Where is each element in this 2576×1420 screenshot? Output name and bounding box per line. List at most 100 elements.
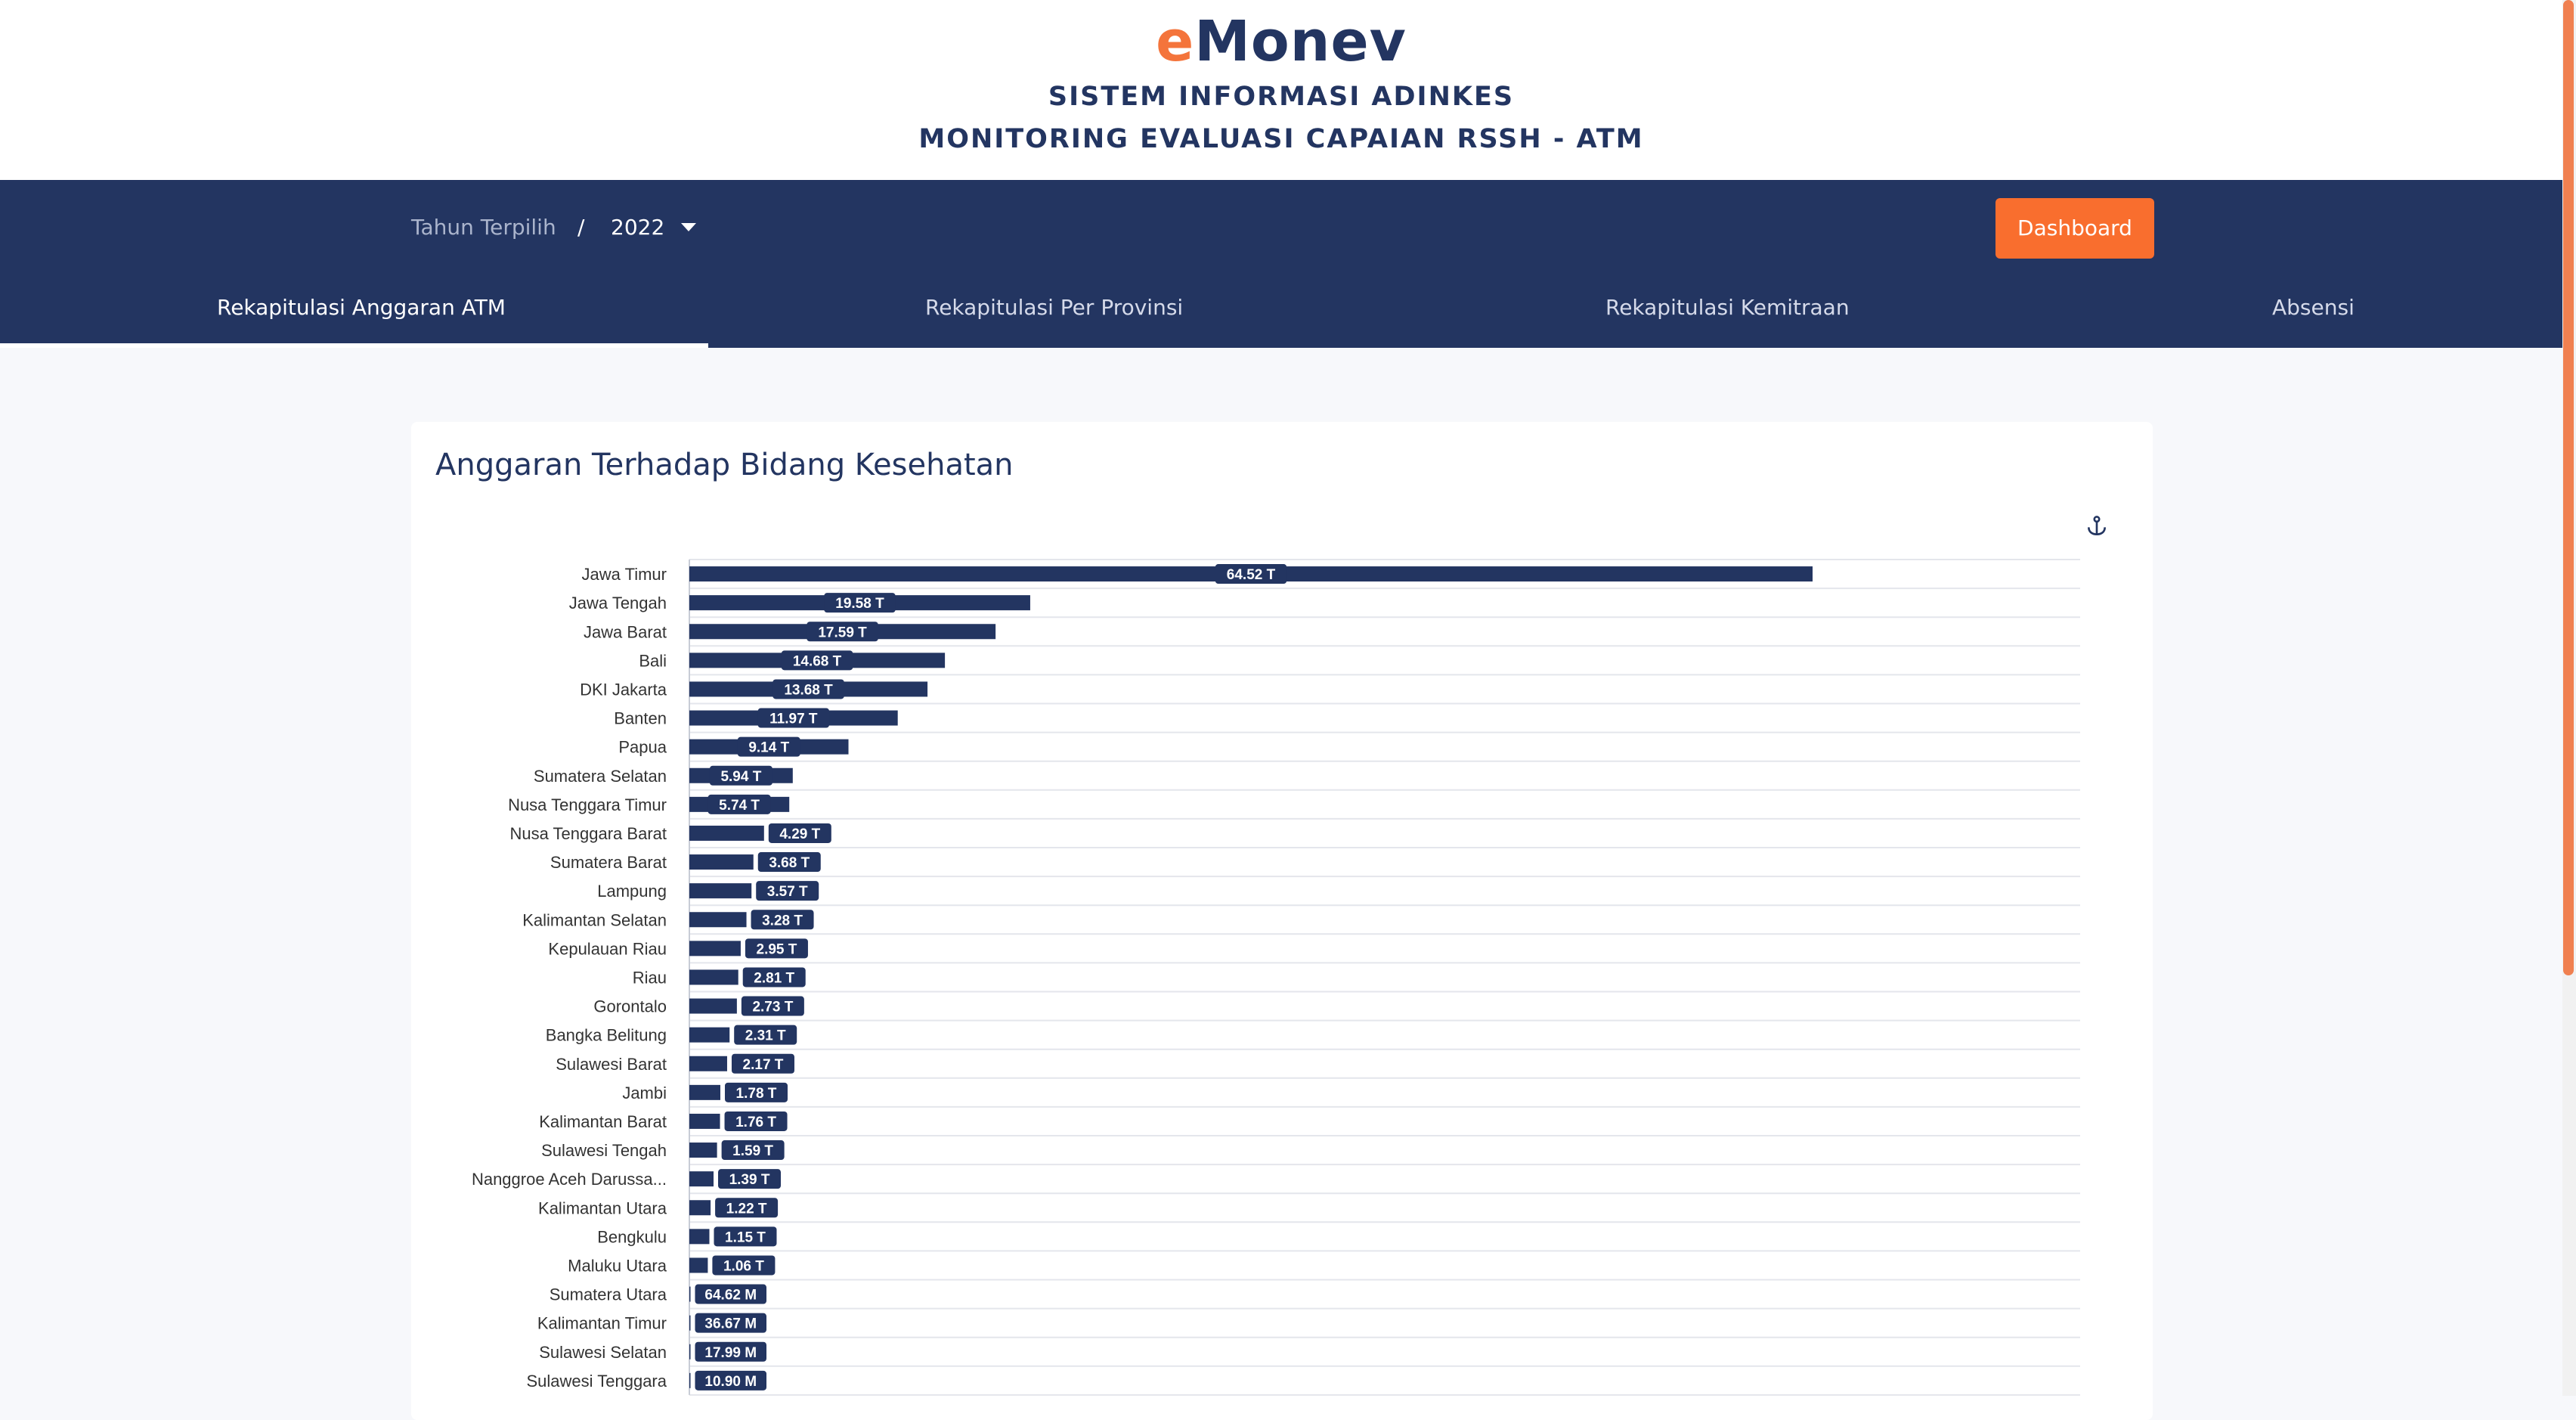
category-label: Kalimantan Selatan <box>522 910 667 929</box>
category-label: Sulawesi Tengah <box>541 1141 667 1160</box>
active-tab-indicator <box>0 343 708 348</box>
app-subtitle: SISTEM INFORMASI ADINKES <box>1048 82 1515 112</box>
data-label-bg <box>756 881 819 901</box>
data-label-bg <box>695 1284 766 1304</box>
data-label: 2.73 T <box>752 1000 793 1015</box>
data-label: 2.95 T <box>757 941 797 957</box>
bar <box>689 1344 691 1360</box>
dashboard-button[interactable]: Dashboard <box>1995 198 2154 259</box>
data-label: 17.59 T <box>818 625 867 640</box>
data-label: 19.58 T <box>835 596 884 612</box>
data-label: 4.29 T <box>779 826 820 842</box>
data-label: 3.28 T <box>762 913 803 929</box>
data-label: 14.68 T <box>793 653 842 669</box>
scrollbar-thumb[interactable] <box>2563 0 2574 975</box>
category-label: Maluku Utara <box>568 1256 667 1275</box>
category-label: Kepulauan Riau <box>548 939 667 958</box>
data-label-bg <box>707 794 771 814</box>
bar <box>689 941 741 956</box>
tab-rekapitulasi-anggaran-atm[interactable]: Rekapitulasi Anggaran ATM <box>217 295 506 320</box>
category-label: Kalimantan Barat <box>539 1112 667 1131</box>
data-label: 1.39 T <box>729 1172 770 1188</box>
category-label: Bengkulu <box>597 1227 667 1246</box>
data-label: 9.14 T <box>748 740 789 756</box>
bar <box>689 825 764 841</box>
data-label: 3.68 T <box>769 855 810 871</box>
bar <box>689 1056 727 1071</box>
data-label: 5.74 T <box>719 798 760 814</box>
bar <box>689 1200 711 1216</box>
data-label-bg <box>807 622 878 642</box>
bar <box>689 912 747 928</box>
data-label-bg <box>731 1053 794 1074</box>
category-label: Jawa Barat <box>584 622 667 641</box>
year-select[interactable]: 2022 <box>611 215 697 240</box>
data-label: 17.99 M <box>704 1345 757 1361</box>
category-label: Sumatera Barat <box>550 853 667 872</box>
data-label-bg <box>724 1111 788 1131</box>
data-label: 64.52 T <box>1227 567 1276 583</box>
bar <box>689 998 737 1014</box>
data-label: 11.97 T <box>769 712 818 727</box>
bar <box>689 883 752 899</box>
data-label-bg <box>757 852 821 873</box>
year-separator: / <box>577 215 585 240</box>
data-label-bg <box>757 708 830 728</box>
category-label: Sulawesi Tenggara <box>527 1372 667 1391</box>
data-label-bg <box>772 679 844 699</box>
data-label: 2.81 T <box>754 970 794 986</box>
tab-absensi[interactable]: Absensi <box>2272 295 2355 320</box>
data-label-bg <box>712 1255 776 1276</box>
bar <box>689 1143 717 1158</box>
data-label-bg <box>751 910 814 930</box>
category-label: Nusa Tenggara Timur <box>508 795 667 814</box>
bar <box>689 1286 691 1302</box>
bar <box>689 969 738 985</box>
category-label: Papua <box>618 738 667 757</box>
data-label-bg <box>695 1341 766 1362</box>
category-label: Jawa Tengah <box>569 594 667 612</box>
data-label-bg <box>718 1169 782 1189</box>
category-label: Jambi <box>622 1084 667 1102</box>
data-label: 2.17 T <box>743 1057 784 1073</box>
chart-card: Anggaran Terhadap Bidang Kesehatan Jawa … <box>411 422 2153 1420</box>
tab-rekapitulasi-kemitraan[interactable]: Rekapitulasi Kemitraan <box>1605 295 1850 320</box>
data-label-bg <box>742 967 806 987</box>
category-label: Kalimantan Utara <box>538 1198 667 1217</box>
data-label-bg <box>715 1198 779 1218</box>
category-label: Bangka Belitung <box>546 1026 667 1045</box>
anchor-icon[interactable] <box>2085 514 2109 538</box>
chevron-down-icon <box>681 223 697 231</box>
bar-chart: Jawa Timur 64.52 T Jawa Tengah 19.58 T Jawa … <box>472 559 2080 1396</box>
category-label: Kalimantan Timur <box>537 1314 667 1333</box>
category-label: Riau <box>633 968 667 987</box>
bar <box>689 1315 691 1331</box>
data-label: 1.15 T <box>725 1229 766 1245</box>
data-label: 1.22 T <box>726 1201 767 1217</box>
data-label: 5.94 T <box>720 769 761 785</box>
bar <box>689 854 754 870</box>
category-label: Nanggroe Aceh Darussa... <box>472 1170 667 1189</box>
bar <box>689 1229 710 1245</box>
data-label-bg <box>741 996 804 1016</box>
data-label-bg <box>1215 564 1287 584</box>
app-subtitle-secondary: MONITORING EVALUASI CAPAIAN RSSH - ATM <box>918 124 1644 154</box>
data-label: 1.06 T <box>723 1258 764 1274</box>
data-label-bg <box>695 1313 766 1333</box>
data-label-bg <box>734 1025 797 1045</box>
data-label: 64.62 M <box>704 1288 757 1304</box>
data-label: 3.57 T <box>767 884 808 900</box>
app-header: eMonev SISTEM INFORMASI ADINKES MONITORI… <box>0 0 2562 180</box>
data-label-bg <box>695 1370 766 1391</box>
data-label-bg <box>724 1082 788 1102</box>
tab-rekapitulasi-per-provinsi[interactable]: Rekapitulasi Per Provinsi <box>925 295 1184 320</box>
data-label-bg <box>745 938 808 959</box>
data-label-bg <box>781 650 853 671</box>
data-label: 10.90 M <box>704 1374 757 1390</box>
data-label-bg <box>824 593 896 613</box>
bar <box>689 1113 720 1129</box>
category-label: Jawa Timur <box>582 565 667 584</box>
category-label: Nusa Tenggara Barat <box>509 824 667 843</box>
data-label-bg <box>768 823 831 843</box>
main-navbar: Tahun Terpilih / 2022 Dashboard Rekapitu… <box>0 180 2562 348</box>
